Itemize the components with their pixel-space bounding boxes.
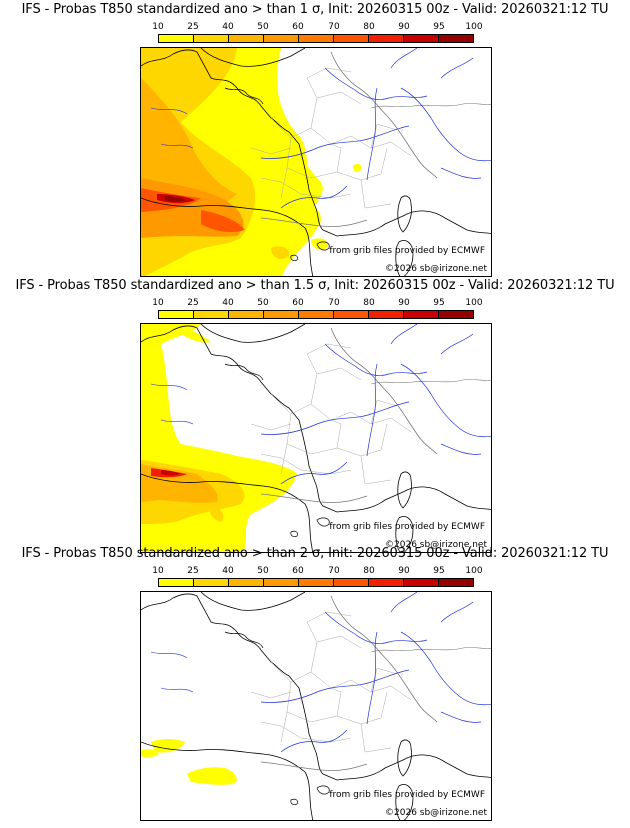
colorbar-swatch: [194, 35, 229, 42]
colorbar-tick: 50: [257, 566, 269, 576]
colorbar-tick: 40: [222, 22, 234, 32]
colorbar-tick: 70: [328, 22, 340, 32]
map-canvas: [141, 48, 491, 276]
source-credit: from grib files provided by ECMWF: [329, 790, 485, 800]
colorbar-swatch: [194, 579, 229, 586]
colorbar-swatch: [229, 579, 264, 586]
colorbar-tick: 70: [328, 298, 340, 308]
colorbar: [158, 34, 474, 43]
colorbar-swatch: [264, 311, 299, 318]
colorbar-tick: 60: [292, 298, 304, 308]
colorbar-swatch: [439, 311, 473, 318]
colorbar-tick: 10: [152, 22, 164, 32]
probability-map: from grib files provided by ECMWF ©2026 …: [140, 47, 492, 277]
colorbar-tick: 80: [363, 298, 375, 308]
colorbar-labels: 10 25 40 50 60 70 80 90 95 100: [0, 22, 630, 33]
colorbar-tick: 95: [433, 566, 445, 576]
colorbar-tick: 70: [328, 566, 340, 576]
panel-3: IFS - Probas T850 standardized ano > tha…: [0, 544, 630, 821]
colorbar-swatch: [264, 579, 299, 586]
colorbar-swatch: [439, 579, 473, 586]
colorbar-tick: 95: [433, 22, 445, 32]
panel-1: IFS - Probas T850 standardized ano > tha…: [0, 0, 630, 277]
colorbar-tick: 10: [152, 566, 164, 576]
map-canvas: [141, 592, 491, 820]
colorbar-tick: 90: [398, 298, 410, 308]
colorbar-swatch: [369, 35, 404, 42]
source-credit: from grib files provided by ECMWF: [329, 246, 485, 256]
colorbar: [158, 310, 474, 319]
colorbar-swatch: [264, 35, 299, 42]
colorbar-labels: 10 25 40 50 60 70 80 90 95 100: [0, 298, 630, 309]
colorbar-swatch: [299, 311, 334, 318]
colorbar-swatch: [299, 579, 334, 586]
colorbar-tick: 25: [187, 298, 199, 308]
colorbar-tick: 50: [257, 22, 269, 32]
copyright-credit: ©2026 sb@irizone.net: [385, 264, 487, 274]
colorbar-tick: 95: [433, 298, 445, 308]
map-canvas: [141, 324, 491, 552]
colorbar-swatch: [229, 311, 264, 318]
colorbar-tick: 100: [465, 298, 483, 308]
colorbar-swatch: [159, 35, 194, 42]
colorbar-tick: 80: [363, 22, 375, 32]
colorbar-swatch: [299, 35, 334, 42]
colorbar-tick: 90: [398, 22, 410, 32]
colorbar: [158, 578, 474, 587]
panel-title: IFS - Probas T850 standardized ano > tha…: [21, 546, 609, 561]
colorbar-swatch: [334, 311, 369, 318]
colorbar-tick: 10: [152, 298, 164, 308]
colorbar-tick: 40: [222, 566, 234, 576]
probability-map: from grib files provided by ECMWF ©2026 …: [140, 323, 492, 553]
probability-map: from grib files provided by ECMWF ©2026 …: [140, 591, 492, 821]
colorbar-tick: 100: [465, 566, 483, 576]
colorbar-swatch: [369, 311, 404, 318]
panel-title: IFS - Probas T850 standardized ano > tha…: [15, 278, 615, 293]
panel-2: IFS - Probas T850 standardized ano > tha…: [0, 276, 630, 553]
colorbar-swatch: [229, 35, 264, 42]
colorbar-swatch: [404, 311, 439, 318]
colorbar-swatch: [159, 579, 194, 586]
colorbar-swatch: [194, 311, 229, 318]
colorbar-swatch: [159, 311, 194, 318]
colorbar-tick: 25: [187, 566, 199, 576]
copyright-credit: ©2026 sb@irizone.net: [385, 808, 487, 818]
colorbar-tick: 40: [222, 298, 234, 308]
colorbar-swatch: [334, 579, 369, 586]
colorbar-swatch: [439, 35, 473, 42]
colorbar-swatch: [369, 579, 404, 586]
source-credit: from grib files provided by ECMWF: [329, 522, 485, 532]
colorbar-tick: 80: [363, 566, 375, 576]
colorbar-labels: 10 25 40 50 60 70 80 90 95 100: [0, 566, 630, 577]
copyright-credit: ©2026 sb@irizone.net: [385, 540, 487, 550]
colorbar-tick: 60: [292, 566, 304, 576]
colorbar-swatch: [404, 579, 439, 586]
colorbar-tick: 25: [187, 22, 199, 32]
colorbar-tick: 50: [257, 298, 269, 308]
colorbar-tick: 100: [465, 22, 483, 32]
colorbar-swatch: [334, 35, 369, 42]
colorbar-swatch: [404, 35, 439, 42]
colorbar-tick: 60: [292, 22, 304, 32]
colorbar-tick: 90: [398, 566, 410, 576]
panel-title: IFS - Probas T850 standardized ano > tha…: [21, 2, 609, 17]
